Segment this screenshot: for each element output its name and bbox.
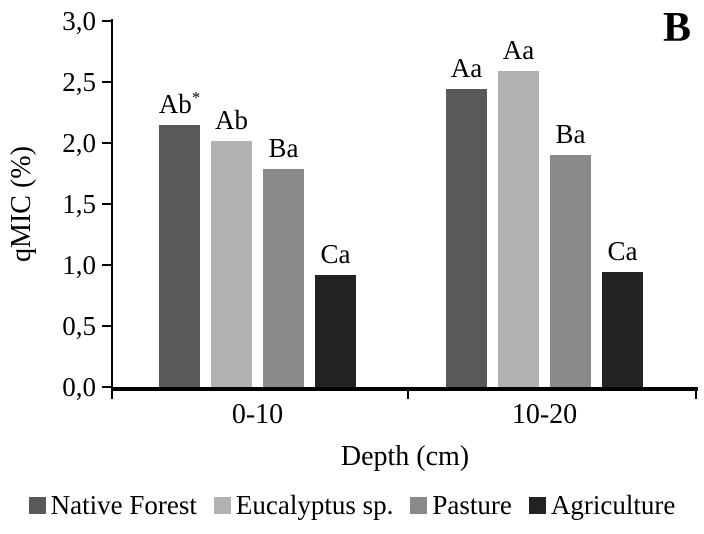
y-tick-mark xyxy=(102,325,112,327)
y-tick-mark xyxy=(102,20,112,22)
y-tick-label: 2,5 xyxy=(62,67,96,97)
bar-label: Aa xyxy=(450,53,483,83)
y-tick-mark xyxy=(102,264,112,266)
panel-label: B xyxy=(662,5,691,51)
legend-label: Agriculture xyxy=(550,490,676,520)
legend-label: Eucalyptus sp. xyxy=(235,490,394,520)
legend-swatch xyxy=(410,496,428,514)
y-tick-label: 1,0 xyxy=(62,250,96,280)
legend-item-agriculture: Agriculture xyxy=(528,489,676,521)
significance-asterisk: * xyxy=(191,88,201,107)
x-category-label-10-20: 10-20 xyxy=(511,399,578,430)
y-tick-label: 0,5 xyxy=(62,311,96,341)
legend-label: Native Forest xyxy=(50,490,197,520)
y-tick-mark xyxy=(102,142,112,144)
legend-swatch xyxy=(528,496,546,514)
y-tick-label: 3,0 xyxy=(62,6,96,36)
y-tick-label: 0,0 xyxy=(62,372,96,402)
x-axis-title: Depth (cm) xyxy=(340,441,470,472)
bar-label: Aa xyxy=(502,35,535,65)
legend-label: Pasture xyxy=(432,490,512,520)
legend-swatch xyxy=(28,496,46,514)
x-tick-mark xyxy=(407,391,409,399)
legend-item-pasture: Pasture xyxy=(410,489,512,521)
y-tick-label: 2,0 xyxy=(62,128,96,158)
bar-label: Ab xyxy=(215,105,248,135)
x-category-label-0-10: 0-10 xyxy=(231,399,284,430)
bar-label: Ba xyxy=(555,119,586,149)
y-tick-mark xyxy=(102,203,112,205)
y-axis-line xyxy=(111,19,113,391)
x-axis-line xyxy=(111,387,698,391)
bar-label: Ca xyxy=(607,236,638,266)
x-tick-mark xyxy=(111,391,113,399)
bar-pasture-0-10 xyxy=(263,169,304,387)
bar-agriculture-10-20 xyxy=(602,272,643,387)
bar-eucalyptus-sp-0-10 xyxy=(211,141,252,387)
bar-label: Ab* xyxy=(158,88,201,119)
bar-native-forest-10-20 xyxy=(446,89,487,387)
y-tick-mark xyxy=(102,81,112,83)
y-tick-label: 1,5 xyxy=(62,189,96,219)
legend: Native Forest Eucalyptus sp. Pasture Agricu… xyxy=(0,489,704,521)
legend-swatch xyxy=(213,496,231,514)
bar-eucalyptus-sp-10-20 xyxy=(498,71,539,387)
y-tick-mark xyxy=(102,386,112,388)
bar-label: Ca xyxy=(320,239,351,269)
bar-pasture-10-20 xyxy=(550,155,591,387)
bar-native-forest-0-10 xyxy=(159,125,200,387)
bar-agriculture-0-10 xyxy=(315,275,356,387)
legend-item-native-forest: Native Forest xyxy=(28,489,197,521)
bar-label: Ba xyxy=(268,133,299,163)
x-tick-mark xyxy=(695,391,697,399)
legend-item-eucalyptus-sp: Eucalyptus sp. xyxy=(213,489,394,521)
